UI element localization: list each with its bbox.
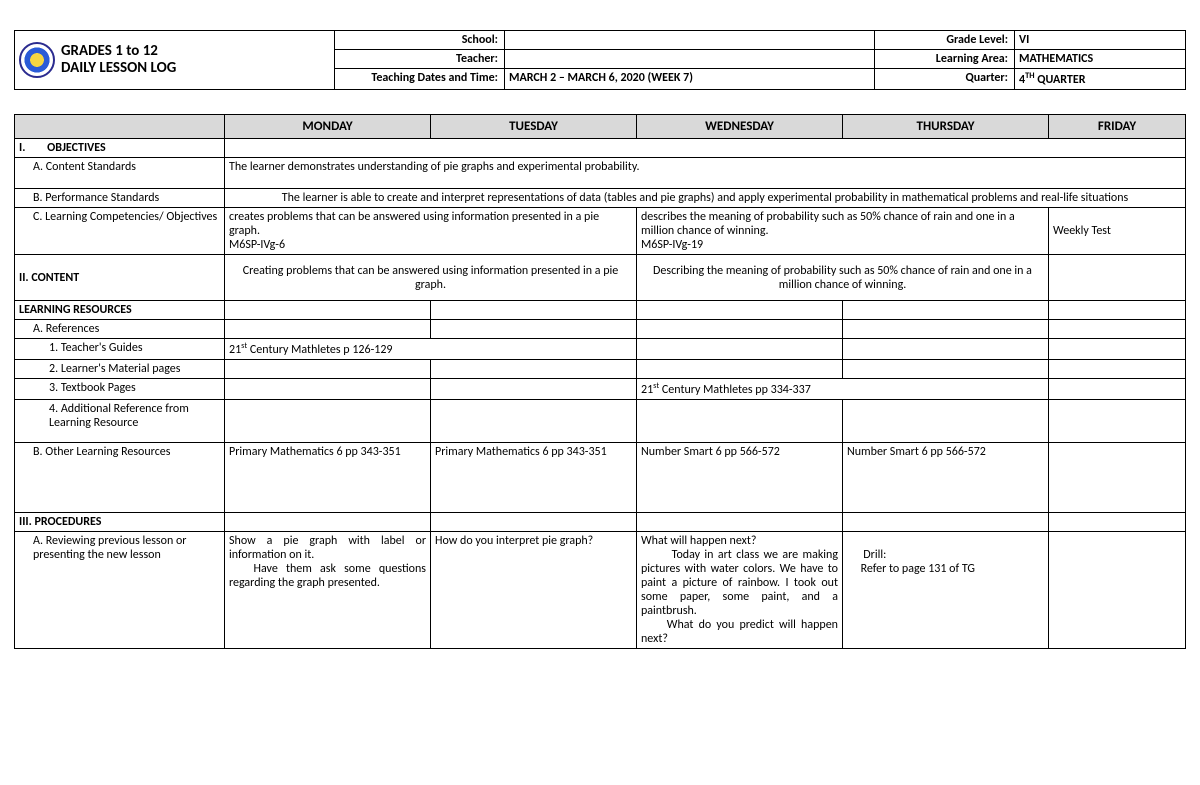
row-references: A. References [15, 320, 1186, 339]
lc-right-text: describes the meaning of probability suc… [641, 210, 1015, 238]
label-proc-a: A. Reviewing previous lesson or presenti… [15, 532, 225, 649]
col-tuesday: TUESDAY [431, 115, 637, 139]
row-textbook-pages: 3. Textbook Pages 21st Century Mathletes… [15, 379, 1186, 400]
label-lm: 2. Learner's Material pages [15, 360, 225, 379]
col-wednesday: WEDNESDAY [637, 115, 843, 139]
row-performance-standards: B. Performance Standards The learner is … [15, 189, 1186, 208]
olr-thu: Number Smart 6 pp 566-572 [843, 443, 1049, 513]
label-content: II. CONTENT [15, 255, 225, 301]
proc-a-mon: Show a pie graph with label or informati… [225, 532, 431, 649]
lc-friday: Weekly Test [1049, 208, 1186, 255]
label-references: A. References [15, 320, 225, 339]
content-standards-text: The learner demonstrates understanding o… [225, 158, 1186, 189]
blank-header [15, 115, 225, 139]
tg-value: 21st Century Mathletes p 126-129 [225, 339, 637, 360]
olr-tue: Primary Mathematics 6 pp 343-351 [431, 443, 637, 513]
label-teacher: Teacher: [335, 50, 505, 69]
olr-wed: Number Smart 6 pp 566-572 [637, 443, 843, 513]
label-dates: Teaching Dates and Time: [335, 69, 505, 90]
olr-mon: Primary Mathematics 6 pp 343-351 [225, 443, 431, 513]
proc-a-fri [1049, 532, 1186, 649]
label-area: Learning Area: [875, 50, 1015, 69]
quarter-sup: TH [1025, 71, 1034, 81]
title-line1: GRADES 1 to 12 [61, 42, 158, 60]
header-table: GRADES 1 to 12 DAILY LESSON LOG School: … [14, 30, 1186, 90]
tb-value: 21st Century Mathletes pp 334-337 [637, 379, 1049, 400]
value-quarter: 4TH QUARTER [1015, 69, 1186, 90]
row-learning-competencies: C. Learning Competencies/ Objectives cre… [15, 208, 1186, 255]
row-teachers-guides: 1. Teacher's Guides 21st Century Mathlet… [15, 339, 1186, 360]
row-additional-reference: 4. Additional Reference from Learning Re… [15, 400, 1186, 443]
title-line2: DAILY LESSON LOG [61, 59, 176, 77]
content-mon-tue: Creating problems that can be answered u… [225, 255, 637, 301]
value-school [505, 31, 875, 50]
col-thursday: THURSDAY [843, 115, 1049, 139]
label-learning-competencies: C. Learning Competencies/ Objectives [15, 208, 225, 255]
lc-left-code: M6SP-IVg-6 [229, 238, 285, 252]
row-procedures: III. PROCEDURES [15, 513, 1186, 532]
olr-fri [1049, 443, 1186, 513]
content-wed-thu: Describing the meaning of probability su… [637, 255, 1049, 301]
label-tg: 1. Teacher's Guides [15, 339, 225, 360]
objectives-blank [225, 139, 1186, 158]
proc-a-wed: What will happen next? Today in art clas… [637, 532, 843, 649]
lc-left-text: creates problems that can be answered us… [229, 210, 599, 238]
tg-text: Century Mathletes p 126-129 [247, 343, 392, 357]
label-lr: LEARNING RESOURCES [15, 301, 225, 320]
label-quarter: Quarter: [875, 69, 1015, 90]
quarter-text: QUARTER [1035, 73, 1086, 87]
proc-a-tue: How do you interpret pie graph? [431, 532, 637, 649]
proc-a-thu-text: Drill: Refer to page 131 of TG [847, 548, 975, 576]
lesson-table: MONDAY TUESDAY WEDNESDAY THURSDAY FRIDAY… [14, 114, 1186, 649]
row-content-standards: A. Content Standards The learner demonst… [15, 158, 1186, 189]
col-monday: MONDAY [225, 115, 431, 139]
value-dates: MARCH 2 – MARCH 6, 2020 (WEEK 7) [505, 69, 875, 90]
lc-label-text: C. Learning Competencies/ Objectives [33, 210, 217, 224]
content-fri [1049, 255, 1186, 301]
tb-text: Century Mathletes pp 334-337 [659, 383, 811, 397]
performance-standards-text: The learner is able to create and interp… [225, 189, 1186, 208]
tg-num: 21 [229, 343, 241, 357]
doc-title: GRADES 1 to 12 DAILY LESSON LOG [61, 43, 176, 78]
label-performance-standards: B. Performance Standards [15, 189, 225, 208]
label-tb: 3. Textbook Pages [15, 379, 225, 400]
row-learning-resources: LEARNING RESOURCES [15, 301, 1186, 320]
row-objectives: I. OBJECTIVES [15, 139, 1186, 158]
title-cell: GRADES 1 to 12 DAILY LESSON LOG [15, 31, 335, 90]
label-olr: B. Other Learning Resources [15, 443, 225, 513]
day-header-row: MONDAY TUESDAY WEDNESDAY THURSDAY FRIDAY [15, 115, 1186, 139]
lc-right-code: M6SP-IVg-19 [641, 238, 703, 252]
value-grade: VI [1015, 31, 1186, 50]
weekly-test: Weekly Test [1053, 224, 1111, 238]
deped-seal-icon [19, 42, 55, 78]
label-objectives: I. OBJECTIVES [15, 139, 225, 158]
proc-a-thu: Drill: Refer to page 131 of TG [843, 532, 1049, 649]
label-grade: Grade Level: [875, 31, 1015, 50]
col-friday: FRIDAY [1049, 115, 1186, 139]
row-proc-a: A. Reviewing previous lesson or presenti… [15, 532, 1186, 649]
label-ar: 4. Additional Reference from Learning Re… [15, 400, 225, 443]
row-content: II. CONTENT Creating problems that can b… [15, 255, 1186, 301]
label-content-standards: A. Content Standards [15, 158, 225, 189]
row-learners-material: 2. Learner's Material pages [15, 360, 1186, 379]
lc-mon-tue: creates problems that can be answered us… [225, 208, 637, 255]
label-school: School: [335, 31, 505, 50]
tb-num: 21 [641, 383, 653, 397]
label-procedures: III. PROCEDURES [15, 513, 225, 532]
row-other-learning-resources: B. Other Learning Resources Primary Math… [15, 443, 1186, 513]
value-area: MATHEMATICS [1015, 50, 1186, 69]
lc-wed-thu: describes the meaning of probability suc… [637, 208, 1049, 255]
value-teacher [505, 50, 875, 69]
